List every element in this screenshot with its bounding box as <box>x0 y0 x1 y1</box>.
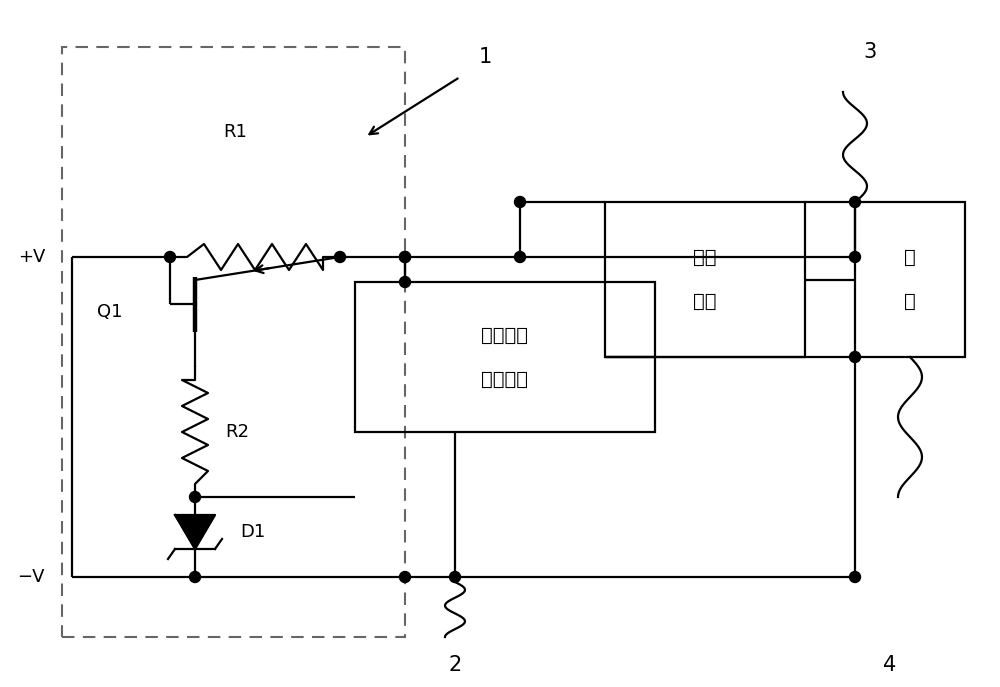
Text: R1: R1 <box>223 123 247 141</box>
Text: 电路: 电路 <box>693 292 717 311</box>
Circle shape <box>850 352 861 363</box>
Circle shape <box>334 251 346 262</box>
Text: −V: −V <box>18 568 45 586</box>
Circle shape <box>514 196 526 207</box>
Polygon shape <box>175 515 215 549</box>
Circle shape <box>190 491 200 502</box>
Circle shape <box>400 572 411 583</box>
Text: 2: 2 <box>448 655 462 675</box>
Bar <box>605 202 805 357</box>
Text: 3: 3 <box>863 42 877 62</box>
Circle shape <box>450 572 460 583</box>
Circle shape <box>850 572 861 583</box>
Circle shape <box>400 251 411 262</box>
Circle shape <box>400 276 411 287</box>
Text: Q1: Q1 <box>97 303 123 321</box>
Bar <box>62 47 405 637</box>
Text: D1: D1 <box>240 523 265 541</box>
Circle shape <box>850 196 861 207</box>
Text: 处理电路: 处理电路 <box>482 370 528 389</box>
Circle shape <box>164 251 176 262</box>
Text: 1: 1 <box>478 47 492 67</box>
Text: 过流信号: 过流信号 <box>482 326 528 344</box>
Text: 载: 载 <box>904 292 916 311</box>
Circle shape <box>514 251 526 262</box>
Bar <box>355 282 655 432</box>
Text: 负: 负 <box>904 248 916 267</box>
Text: 驱动: 驱动 <box>693 248 717 267</box>
Text: R2: R2 <box>225 423 249 441</box>
Text: 4: 4 <box>883 655 897 675</box>
Text: +V: +V <box>18 248 45 266</box>
Bar <box>855 202 965 357</box>
Circle shape <box>850 251 861 262</box>
Circle shape <box>400 251 411 262</box>
Circle shape <box>190 572 200 583</box>
